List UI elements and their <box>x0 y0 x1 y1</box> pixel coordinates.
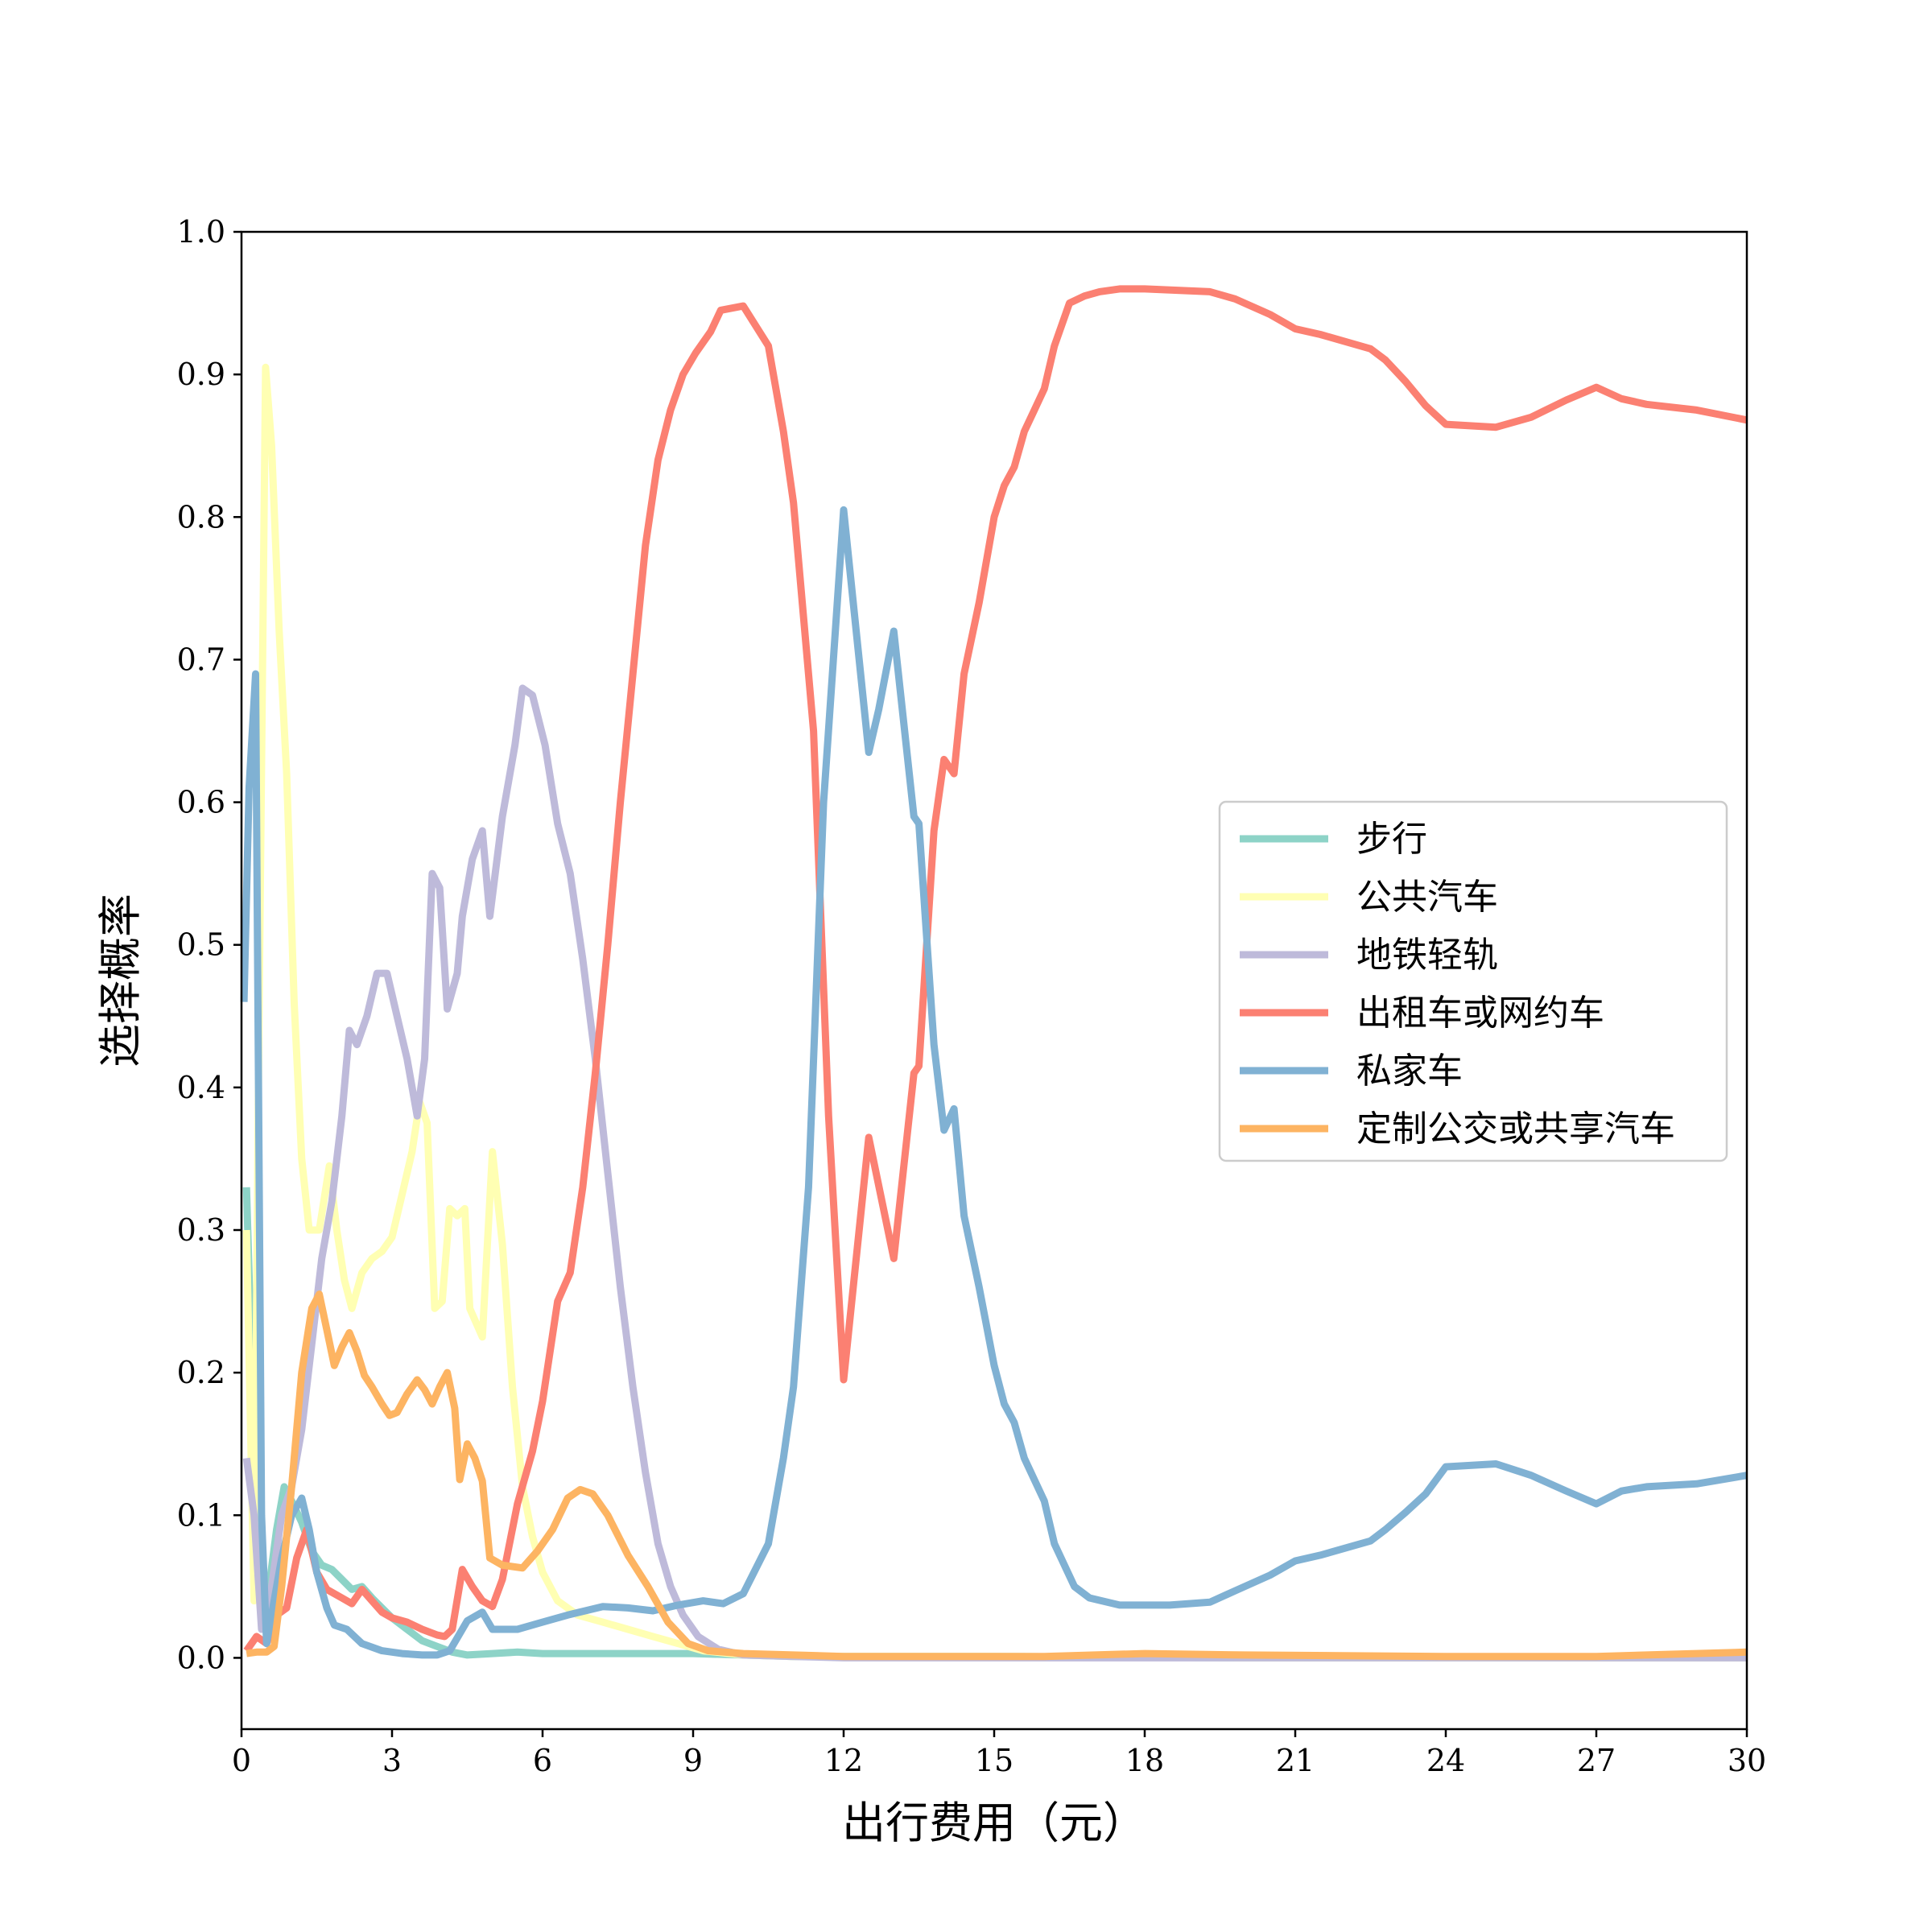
series-line-4 <box>243 285 1748 1653</box>
y-tick-label: 0.5 <box>177 927 225 963</box>
series-line-5 <box>240 506 1748 1659</box>
x-tick-label: 15 <box>975 1743 1013 1778</box>
x-axis-ticks: 0 3 6 9 12 15 18 21 24 27 30 <box>232 1729 1766 1778</box>
series-line-6 <box>246 1290 1748 1661</box>
x-tick-label: 27 <box>1577 1743 1616 1778</box>
series-line-3 <box>242 684 1747 1662</box>
y-tick-label: 0.1 <box>177 1497 225 1533</box>
legend-label-3: 地铁轻轨 <box>1356 935 1498 976</box>
series-lines <box>240 285 1748 1662</box>
legend-label-5: 私家车 <box>1356 1051 1463 1092</box>
y-axis-title: 选择概率 <box>95 894 146 1067</box>
x-axis-title: 出行费用（元） <box>842 1798 1146 1848</box>
legend-box <box>1218 800 1728 1162</box>
series-line-2 <box>242 363 1747 1662</box>
legend-label-6: 定制公交或共享汽车 <box>1356 1108 1675 1150</box>
y-tick-label: 0.4 <box>177 1070 225 1105</box>
y-tick-label: 1.0 <box>177 214 225 250</box>
y-tick-label: 0.8 <box>177 499 225 535</box>
y-tick-label: 0.7 <box>177 642 225 677</box>
x-tick-label: 9 <box>683 1743 703 1778</box>
x-tick-label: 21 <box>1276 1743 1315 1778</box>
legend-label-2: 公共汽车 <box>1356 877 1498 918</box>
y-tick-label: 0.2 <box>177 1355 225 1390</box>
y-tick-label: 0.6 <box>177 785 225 820</box>
legend-label-1: 步行 <box>1356 819 1427 860</box>
y-axis-ticks: 0.0 0.1 0.2 0.3 0.4 0.5 0.6 0.7 0.8 0.9 1.0 <box>177 214 242 1675</box>
x-tick-label: 0 <box>232 1743 251 1778</box>
x-tick-label: 3 <box>382 1743 402 1778</box>
legend-label-4: 出租车或网约车 <box>1356 993 1604 1034</box>
y-tick-label: 0.0 <box>177 1640 225 1675</box>
x-tick-label: 18 <box>1125 1743 1164 1778</box>
x-tick-label: 12 <box>824 1743 863 1778</box>
y-tick-label: 0.3 <box>177 1212 225 1248</box>
y-tick-label: 0.9 <box>177 357 225 392</box>
x-tick-label: 6 <box>533 1743 552 1778</box>
x-tick-label: 30 <box>1728 1743 1766 1778</box>
x-tick-label: 24 <box>1426 1743 1465 1778</box>
